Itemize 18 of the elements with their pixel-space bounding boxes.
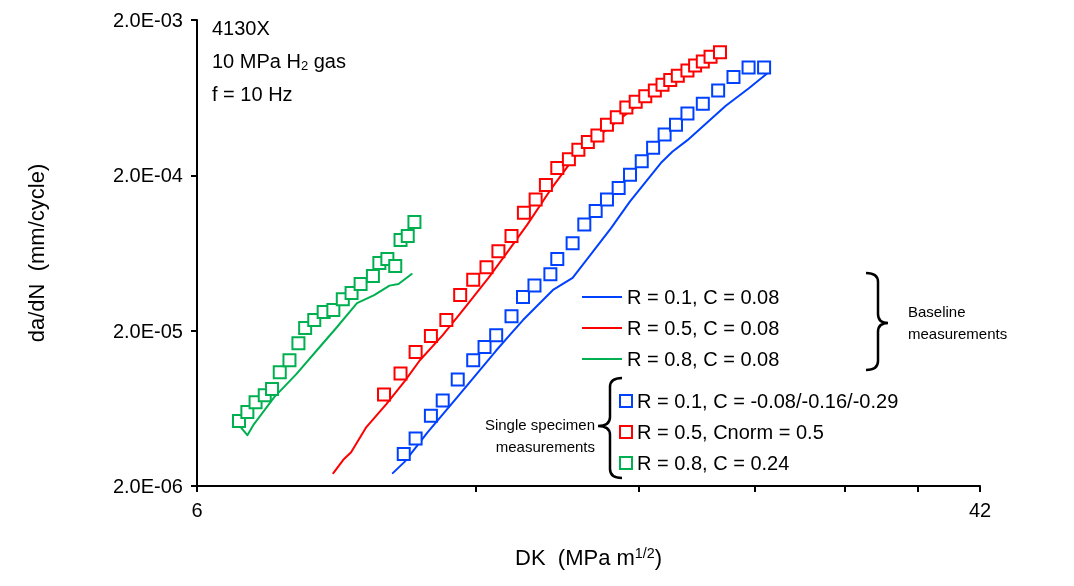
- y-tick-label: 2.0E-06: [112, 475, 183, 497]
- y-tick-label: 2.0E-03: [112, 9, 183, 31]
- legend-label: R = 0.8, C = 0.08: [627, 348, 780, 370]
- y-tick-label: 2.0E-05: [112, 319, 183, 342]
- annotation: f = 10 Hz: [212, 83, 293, 105]
- legend-label: R = 0.8, C = 0.24: [637, 452, 790, 474]
- legend-label: R = 0.5, Cnorm = 0.5: [637, 421, 824, 443]
- legend-label: R = 0.5, C = 0.08: [627, 317, 780, 339]
- x-tick-label: 42: [968, 499, 992, 521]
- legend-label: R = 0.1, C = -0.08/-0.16/-0.29: [637, 390, 899, 412]
- y-axis-title: da/dN (mm/cycle): [23, 163, 49, 343]
- x-tick-label: 6: [191, 499, 203, 521]
- annotation: Baseline measurements: [908, 302, 1009, 344]
- annotation: 10 MPa H2 gas: [212, 50, 346, 73]
- y-tick-label: 2.0E-04: [112, 164, 183, 187]
- legend-label: R = 0.1, C = 0.08: [627, 286, 780, 308]
- annotation: Single specimen measurements: [483, 415, 595, 457]
- annotation: 4130X: [212, 17, 270, 39]
